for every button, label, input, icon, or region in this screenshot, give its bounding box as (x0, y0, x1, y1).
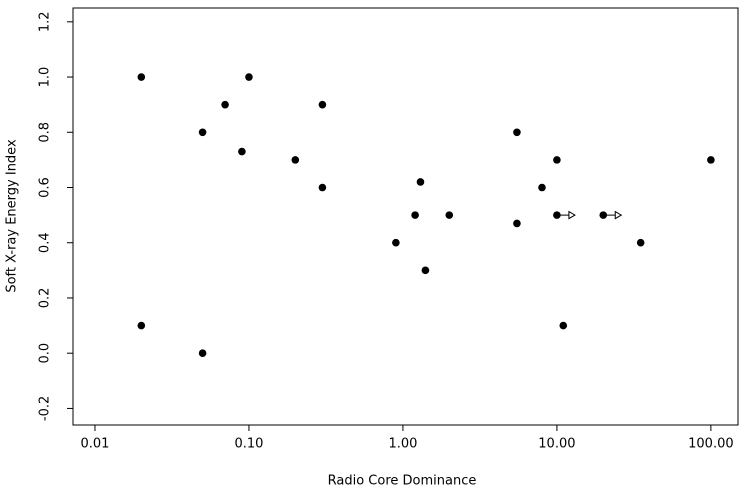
point (318, 183, 327, 192)
point (318, 100, 327, 109)
y-axis-title: Soft X-ray Energy Index (5, 139, 20, 293)
y-tick-label: 1.2 (38, 11, 53, 32)
point (421, 266, 430, 275)
point (416, 178, 425, 186)
point (245, 73, 253, 81)
y-tick-label: 0.8 (38, 122, 53, 143)
point (198, 349, 207, 357)
point (221, 100, 229, 109)
plot-frame (72, 7, 739, 426)
x-tick-label: 100.00 (688, 437, 734, 452)
y-tick-label: -0.2 (38, 396, 53, 421)
y-tick-label: 0.0 (38, 343, 53, 364)
point (538, 183, 546, 192)
point (513, 128, 521, 137)
point (411, 211, 419, 219)
point (599, 211, 608, 219)
point (513, 219, 521, 228)
point (636, 238, 645, 247)
x-tick-label: 0.01 (80, 437, 109, 452)
point (445, 211, 454, 219)
point (559, 321, 568, 330)
limit-arrow-head (568, 210, 576, 220)
point (392, 238, 400, 247)
x-axis-title: Radio Core Dominance (328, 474, 477, 489)
point (553, 211, 561, 219)
point (238, 147, 246, 156)
point (707, 156, 715, 164)
point (553, 156, 561, 164)
y-tick-label: 1.0 (38, 67, 53, 88)
point (137, 321, 146, 330)
x-tick-label: 0.10 (234, 437, 263, 452)
point (198, 128, 207, 137)
point (291, 156, 300, 164)
x-tick-label: 1.00 (388, 437, 417, 452)
x-tick-label: 10.00 (538, 437, 575, 452)
y-tick-label: 0.6 (38, 177, 53, 198)
limit-arrow-head (614, 210, 623, 220)
point (137, 73, 146, 81)
y-tick-label: 0.2 (38, 288, 53, 309)
y-tick-label: 0.4 (38, 232, 53, 253)
